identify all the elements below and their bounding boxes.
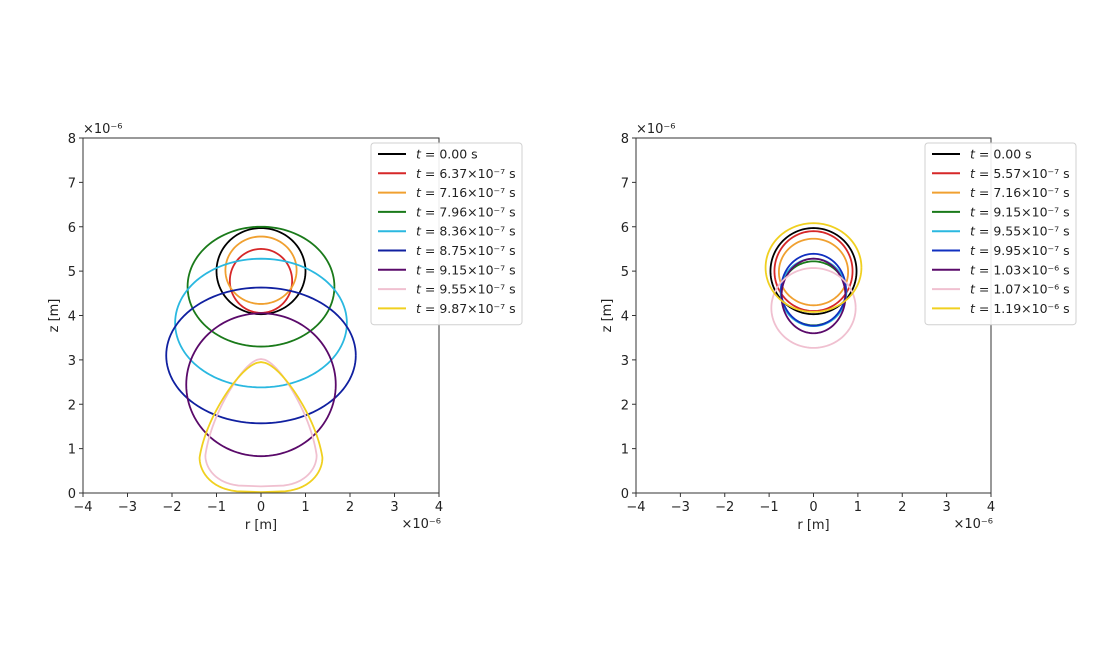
- y-offset-text: ×10⁻⁶: [83, 122, 123, 137]
- x-tick-label: 1: [301, 500, 309, 515]
- y-tick-label: 7: [621, 176, 629, 191]
- x-tick-label: 2: [898, 500, 906, 515]
- y-tick-label: 5: [621, 265, 629, 280]
- y-axis-label: z [m]: [47, 299, 62, 333]
- right-plot-panel: −4 −3 −2 −1 0 1 2 3 4 0 1 2 3 4 5 6 7 8 r [m] z [m] ×10⁻⁶ ×10…: [600, 122, 1077, 533]
- series-curve-6: [780, 257, 847, 335]
- x-tick-label: 4: [435, 500, 443, 515]
- legend-entry: t = 0.00 s: [416, 147, 478, 162]
- y-tick-label: 3: [68, 354, 76, 369]
- x-offset-text: ×10⁻⁶: [401, 517, 441, 532]
- y-tick-label: 2: [68, 398, 76, 413]
- y-tick-label: 4: [621, 310, 629, 325]
- series-curve-1: [228, 248, 294, 314]
- left-plot-panel: −4 −3 −2 −1 0 1 2 3 4 0 1 2 3 4 5 6 7 8 r [m] z [m] ×10⁻⁶ ×10…: [47, 122, 523, 533]
- legend-entry: t = 7.96×10⁻⁷ s: [416, 204, 516, 219]
- x-tick-label: 4: [987, 500, 995, 515]
- x-tick-label: −2: [715, 500, 734, 515]
- y-axis-label: z [m]: [600, 299, 615, 333]
- legend: t = 0.00 s t = 6.37×10⁻⁷ s t = 7.16×10⁻⁷ s…: [370, 142, 523, 326]
- legend-entry: t = 9.55×10⁻⁷ s: [970, 224, 1070, 239]
- legend-entry: t = 9.55×10⁻⁷ s: [416, 282, 516, 297]
- series-curve-2: [777, 237, 850, 307]
- x-tick-label: 2: [346, 500, 354, 515]
- series-curve-0: [769, 227, 858, 316]
- series-curve-5: [165, 286, 357, 425]
- plot-area: [764, 222, 863, 349]
- x-tick-label: −4: [73, 500, 92, 515]
- y-tick-label: 8: [621, 132, 629, 147]
- y-tick-label: 1: [68, 443, 76, 458]
- legend-entry: t = 1.19×10⁻⁶ s: [970, 301, 1070, 316]
- y-tick-label: 6: [621, 221, 629, 236]
- legend: t = 0.00 s t = 5.57×10⁻⁷ s t = 7.16×10⁻⁷ s…: [924, 142, 1077, 326]
- x-tick-label: 3: [390, 500, 398, 515]
- y-tick-label: 6: [68, 221, 76, 236]
- y-offset-text: ×10⁻⁶: [636, 122, 676, 137]
- legend-entry: t = 7.16×10⁻⁷ s: [970, 185, 1070, 200]
- y-tick-label: 3: [621, 354, 629, 369]
- legend-entry: t = 0.00 s: [970, 147, 1032, 162]
- x-tick-label: 1: [854, 500, 862, 515]
- series-curve-4: [174, 257, 348, 389]
- legend-entry: t = 7.16×10⁻⁷ s: [416, 185, 516, 200]
- series-curve-1: [773, 230, 854, 312]
- y-tick-label: 7: [68, 176, 76, 191]
- series-curve-0: [215, 227, 307, 316]
- x-axis-label: r [m]: [245, 518, 277, 533]
- x-tick-label: −3: [118, 500, 137, 515]
- legend-entry: t = 8.75×10⁻⁷ s: [416, 243, 516, 258]
- legend-entry: t = 1.07×10⁻⁶ s: [970, 282, 1070, 297]
- x-tick-label: −1: [207, 500, 226, 515]
- legend-entry: t = 9.95×10⁻⁷ s: [970, 243, 1070, 258]
- legend-entry: t = 1.03×10⁻⁶ s: [970, 262, 1070, 277]
- y-tick-label: 4: [68, 310, 76, 325]
- plot-area: [165, 225, 357, 493]
- legend-entry: t = 6.37×10⁻⁷ s: [416, 166, 516, 181]
- y-tick-label: 1: [621, 443, 629, 458]
- legend-entry: t = 8.36×10⁻⁷ s: [416, 224, 516, 239]
- series-curve-3: [186, 225, 336, 348]
- y-tick-label: 2: [621, 398, 629, 413]
- series-curve-7: [770, 267, 857, 349]
- y-tick-label: 0: [621, 487, 629, 502]
- x-tick-label: −3: [671, 500, 690, 515]
- series-curve-7: [204, 358, 318, 488]
- series-curve-8: [198, 361, 324, 493]
- legend-entry: t = 9.87×10⁻⁷ s: [416, 301, 516, 316]
- x-tick-label: 0: [257, 500, 265, 515]
- x-tick-label: −4: [626, 500, 645, 515]
- x-axis-label: r [m]: [797, 518, 829, 533]
- y-tick-label: 5: [68, 265, 76, 280]
- legend-entry: t = 9.15×10⁻⁷ s: [416, 262, 516, 277]
- series-curve-8: [764, 222, 863, 313]
- x-tick-label: −1: [760, 500, 779, 515]
- series-curve-2: [224, 235, 298, 305]
- x-tick-label: 3: [942, 500, 950, 515]
- x-offset-text: ×10⁻⁶: [953, 517, 993, 532]
- legend-entry: t = 5.57×10⁻⁷ s: [970, 166, 1070, 181]
- series-curve-6: [185, 312, 337, 458]
- legend-entry: t = 9.15×10⁻⁷ s: [970, 204, 1070, 219]
- y-tick-label: 8: [68, 132, 76, 147]
- y-tick-label: 0: [68, 487, 76, 502]
- x-tick-label: 0: [809, 500, 817, 515]
- x-tick-label: −2: [162, 500, 181, 515]
